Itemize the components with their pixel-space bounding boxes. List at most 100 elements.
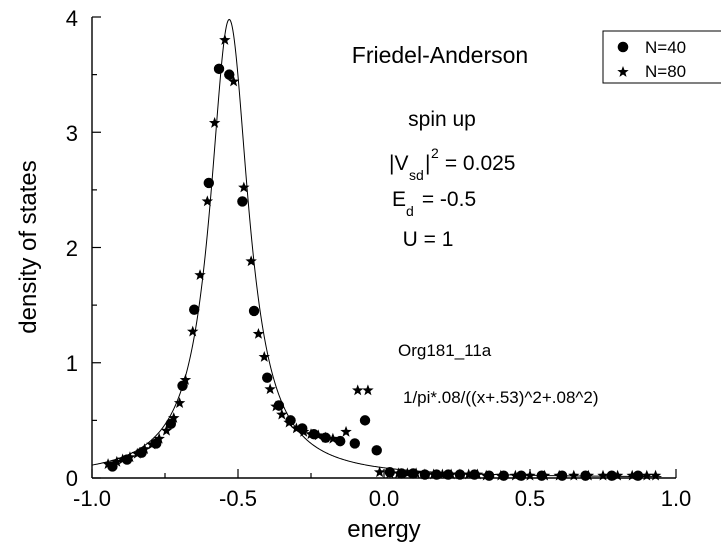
data-point-n80 bbox=[276, 408, 288, 420]
data-point-n40 bbox=[248, 305, 260, 317]
data-point-n80 bbox=[553, 469, 565, 481]
data-point-n80 bbox=[179, 374, 192, 385]
data-point-n80 bbox=[111, 455, 123, 467]
data-point-n80 bbox=[201, 195, 214, 207]
vsd-bar: | bbox=[425, 152, 430, 175]
data-point-n40 bbox=[213, 63, 225, 75]
data-point-n80 bbox=[146, 438, 158, 450]
data-point-n40 bbox=[335, 435, 346, 447]
series-n80-markers bbox=[102, 34, 662, 481]
series-n40-markers bbox=[107, 63, 644, 481]
data-point-n80 bbox=[187, 325, 199, 337]
legend-marker-n40 bbox=[617, 41, 629, 53]
data-point-n80 bbox=[297, 425, 310, 437]
data-point-n80 bbox=[245, 255, 257, 267]
data-point-n40 bbox=[359, 415, 371, 426]
x-axis-label: energy bbox=[347, 516, 420, 543]
vsd-value: = 0.025 bbox=[439, 152, 515, 175]
legend-marker-n80 bbox=[617, 66, 629, 77]
data-point-n80 bbox=[227, 75, 240, 87]
y-tick-label-1: 1 bbox=[66, 351, 78, 376]
chart-title-annotation: Friedel-Anderson bbox=[352, 42, 528, 68]
y-axis-label: density of states bbox=[15, 160, 42, 333]
data-point-n80 bbox=[252, 327, 265, 339]
data-point-n80 bbox=[373, 466, 386, 478]
legend-label-n40: N=40 bbox=[645, 38, 686, 57]
fit-curve bbox=[91, 18, 662, 478]
data-point-n80 bbox=[362, 384, 374, 396]
vsd-superscript: 2 bbox=[431, 145, 439, 161]
ed-base: E bbox=[392, 188, 406, 211]
data-point-n80 bbox=[401, 467, 414, 479]
data-point-n80 bbox=[283, 416, 295, 428]
data-point-n80 bbox=[160, 424, 173, 436]
data-point-n40 bbox=[371, 445, 382, 456]
data-point-n80 bbox=[258, 350, 270, 362]
data-point-n80 bbox=[270, 400, 282, 412]
data-point-n80 bbox=[392, 467, 405, 479]
vsd-annotation: |V sd | 2 = 0.025 bbox=[389, 145, 515, 183]
data-point-n80 bbox=[582, 469, 595, 481]
data-point-n40 bbox=[165, 418, 177, 430]
ed-annotation: E d = -0.5 bbox=[392, 188, 476, 219]
data-point-n80 bbox=[568, 469, 580, 481]
x-tick-label-3: 0.5 bbox=[515, 486, 546, 511]
y-tick-label-0: 0 bbox=[66, 466, 78, 491]
data-point-n80 bbox=[116, 453, 129, 465]
data-point-n80 bbox=[173, 397, 186, 408]
data-point-n80 bbox=[462, 468, 475, 480]
data-point-n80 bbox=[384, 467, 396, 479]
data-point-n80 bbox=[305, 428, 317, 440]
spin-annotation: spin up bbox=[408, 108, 476, 131]
data-point-n80 bbox=[194, 269, 206, 281]
data-point-n80 bbox=[410, 467, 422, 479]
data-point-n40 bbox=[262, 372, 273, 383]
data-point-n80 bbox=[427, 468, 440, 480]
fit-curve-layer bbox=[91, 18, 662, 478]
vsd-subscript: sd bbox=[409, 167, 424, 183]
data-point-n80 bbox=[352, 384, 364, 396]
ed-value: = -0.5 bbox=[416, 188, 476, 211]
data-point-n80 bbox=[208, 117, 221, 128]
data-point-n80 bbox=[238, 181, 250, 193]
axis-ticks bbox=[91, 16, 677, 479]
data-point-n80 bbox=[168, 412, 180, 423]
data-point-n80 bbox=[454, 468, 466, 480]
data-point-n80 bbox=[131, 447, 143, 459]
vsd-base: |V bbox=[389, 152, 408, 175]
data-point-n40 bbox=[177, 380, 188, 391]
data-point-n80 bbox=[538, 469, 551, 481]
data-point-n80 bbox=[153, 432, 165, 444]
y-tick-label-2: 2 bbox=[66, 236, 78, 261]
data-point-n80 bbox=[219, 34, 231, 45]
data-point-n80 bbox=[264, 383, 276, 395]
data-point-n80 bbox=[102, 458, 114, 470]
x-tick-label-1: -0.5 bbox=[219, 486, 257, 511]
data-point-n80 bbox=[495, 469, 507, 481]
data-point-n80 bbox=[445, 468, 457, 480]
data-point-n80 bbox=[471, 468, 484, 480]
data-point-n80 bbox=[509, 469, 522, 481]
x-tick-label-2: 0.0 bbox=[369, 486, 400, 511]
data-point-n40 bbox=[189, 304, 200, 315]
x-tick-label-0: -1.0 bbox=[73, 486, 111, 511]
legend: N=40 N=80 bbox=[602, 30, 721, 84]
file-label-annotation: Org181_11a bbox=[398, 341, 492, 360]
data-point-n80 bbox=[340, 425, 352, 437]
data-point-n80 bbox=[312, 429, 325, 441]
formula-annotation: 1/pi*.08/((x+.53)^2+.08^2) bbox=[403, 388, 599, 407]
data-point-n40 bbox=[237, 196, 248, 207]
x-tick-label-4: 1.0 bbox=[661, 486, 692, 511]
data-point-n80 bbox=[419, 468, 431, 480]
data-point-n80 bbox=[290, 422, 303, 434]
y-tick-label-4: 4 bbox=[66, 6, 78, 31]
legend-label-n80: N=80 bbox=[645, 62, 686, 81]
data-point-n80 bbox=[436, 468, 449, 480]
data-point-n40 bbox=[224, 69, 235, 80]
data-point-n80 bbox=[124, 451, 136, 463]
data-point-n80 bbox=[649, 469, 662, 481]
y-tick-label-3: 3 bbox=[66, 121, 78, 146]
data-point-n80 bbox=[327, 432, 339, 444]
data-point-n40 bbox=[203, 177, 214, 189]
